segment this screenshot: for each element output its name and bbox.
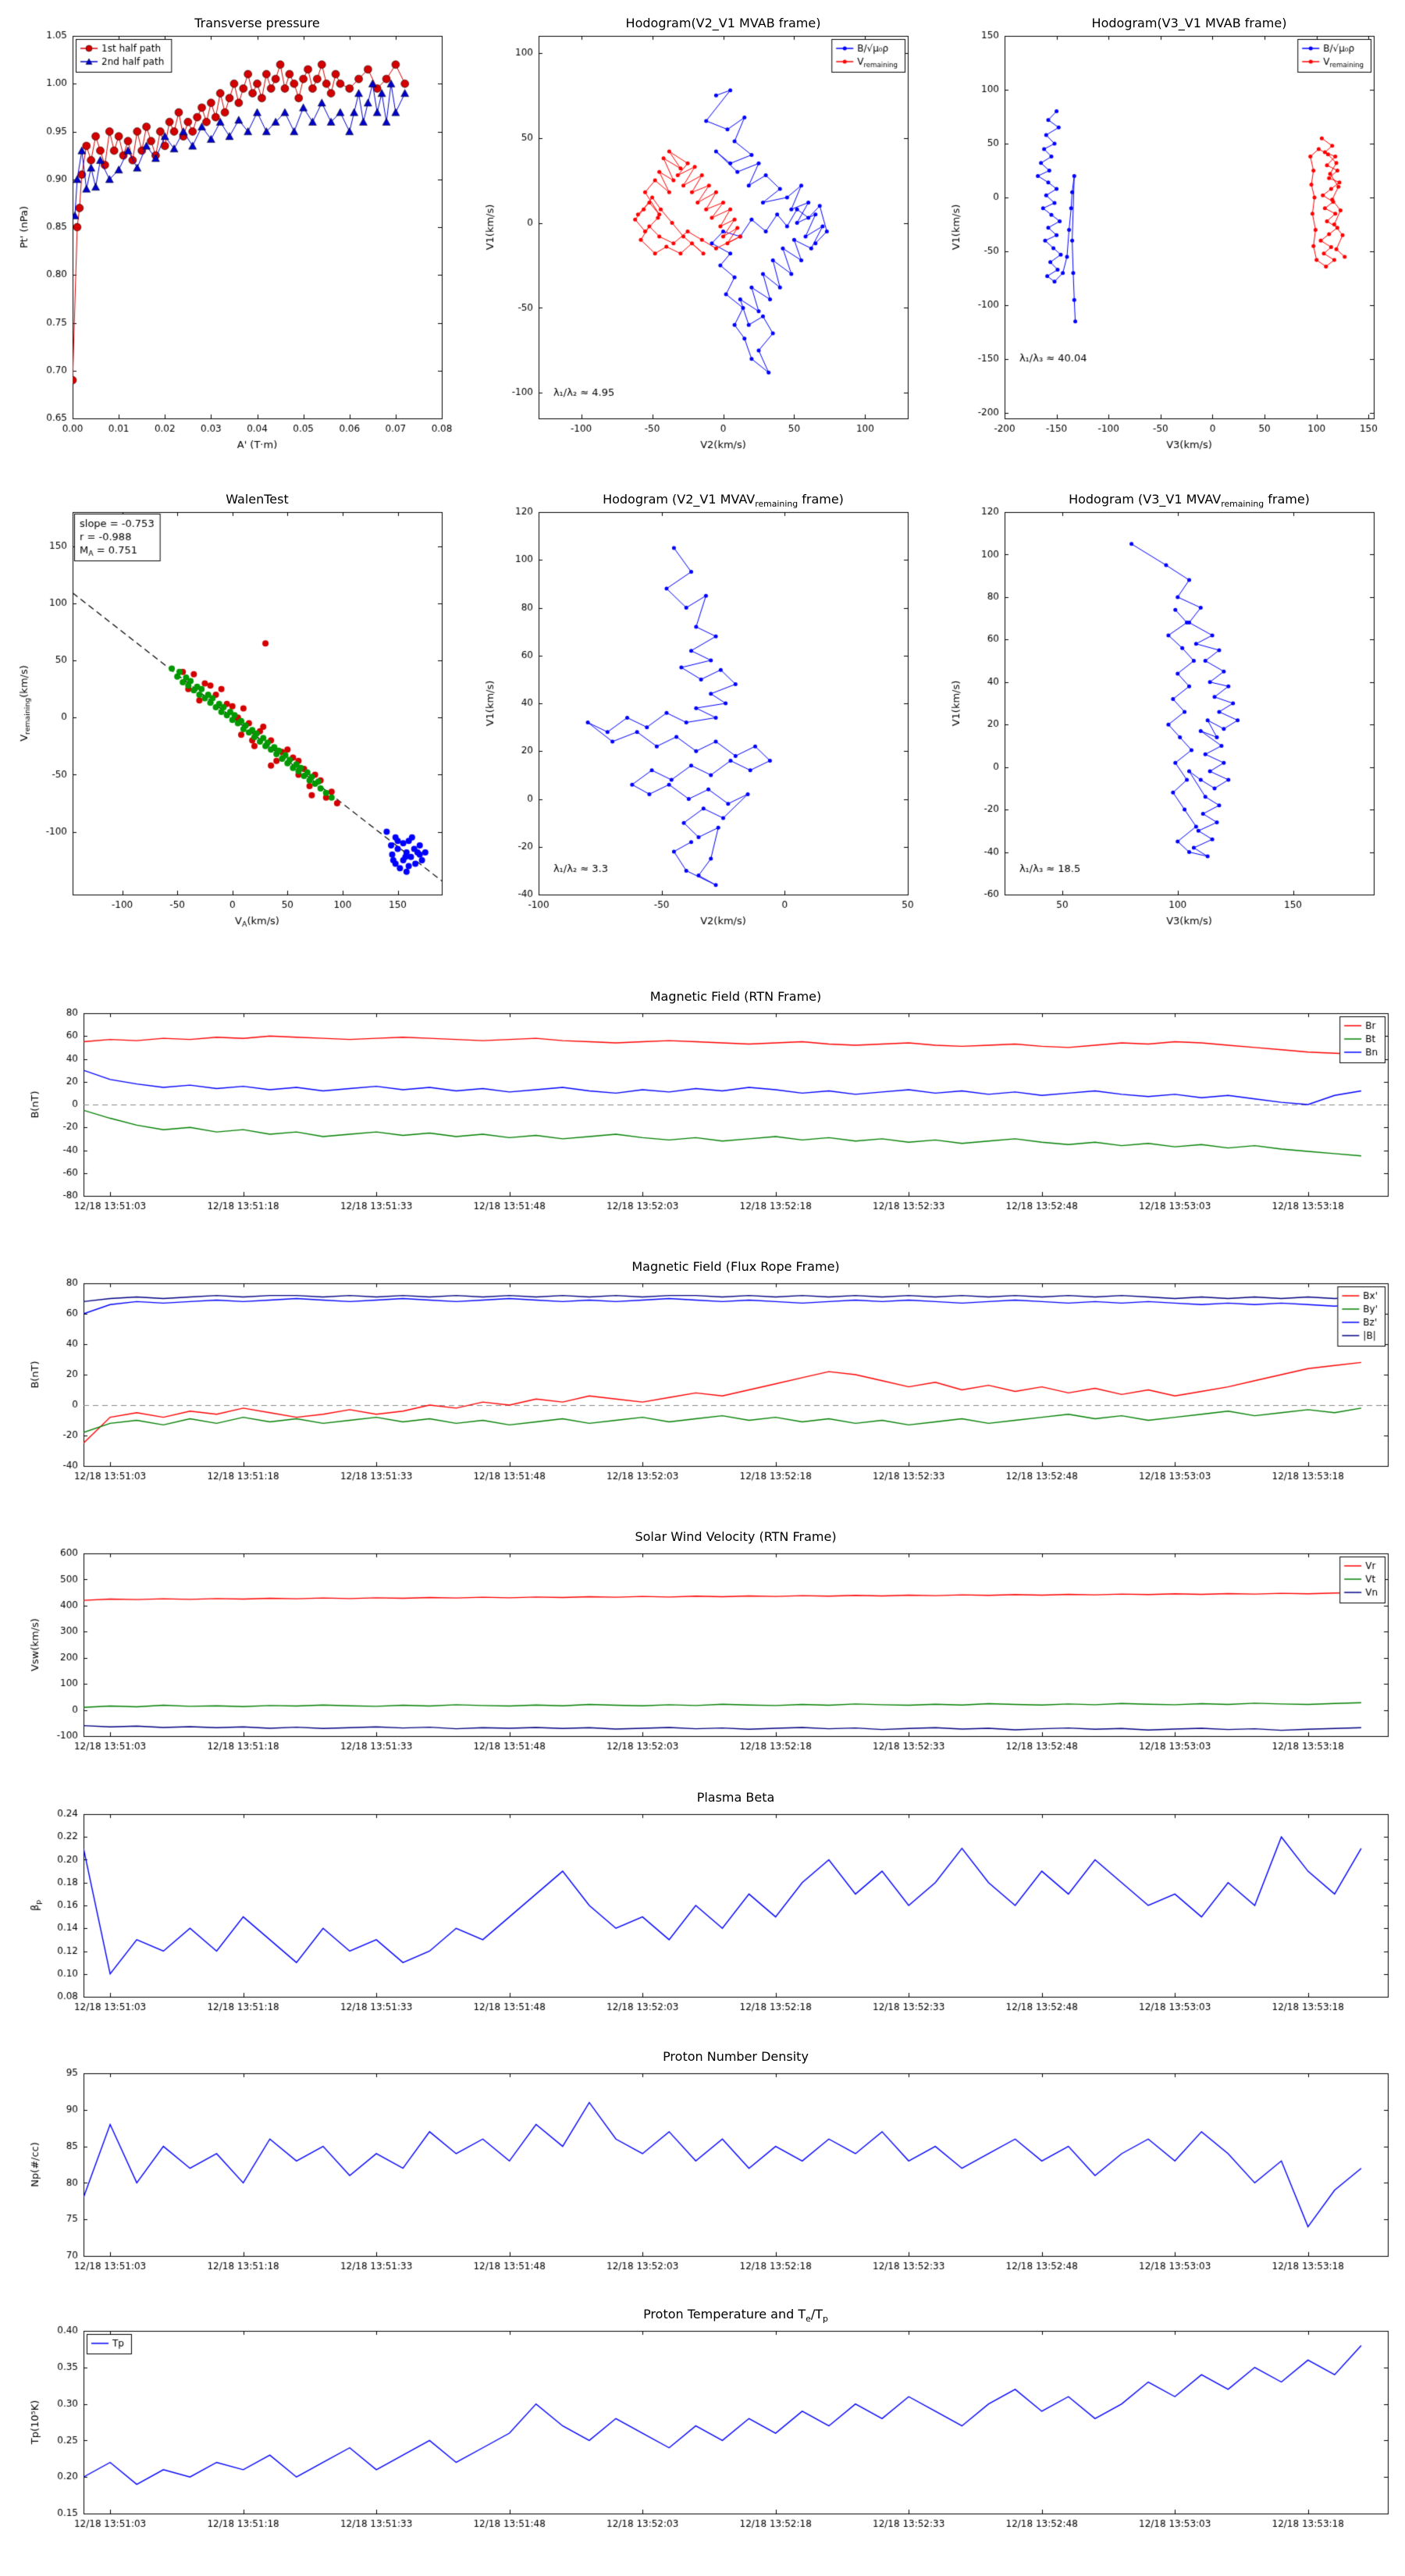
walen-test-plot: WalenTest bbox=[12, 486, 453, 938]
chart-title: Hodogram (V3_V1 MVAVremaining frame) bbox=[1069, 492, 1310, 510]
solar-wind-velocity-plot: Solar Wind Velocity (RTN Frame) bbox=[9, 1525, 1396, 1772]
proton-temperature-plot: Proton Temperature and Te/Tp bbox=[9, 2303, 1396, 2549]
proton-temperature-canvas bbox=[9, 2303, 1396, 2549]
chart-title: Solar Wind Velocity (RTN Frame) bbox=[635, 1529, 837, 1544]
transverse-pressure-canvas bbox=[12, 9, 453, 462]
chart-title: Plasma Beta bbox=[696, 1790, 775, 1805]
proton-number-density-plot: Proton Number Density bbox=[9, 2045, 1396, 2292]
walen-test-canvas bbox=[12, 486, 453, 938]
transverse-pressure-plot: Transverse pressure bbox=[12, 9, 453, 462]
chart-title: WalenTest bbox=[226, 492, 289, 507]
hodogram-v3v1-mvab-canvas bbox=[944, 9, 1385, 462]
magnetic-field-rtn-plot: Magnetic Field (RTN Frame) bbox=[9, 985, 1396, 1232]
hodogram-v3v1-mvav-canvas bbox=[944, 486, 1385, 938]
hodogram-v2v1-mvav-canvas bbox=[478, 486, 919, 938]
magnetic-field-flux-rope-canvas bbox=[9, 1255, 1396, 1502]
hodogram-v2v1-mvab-canvas bbox=[478, 9, 919, 462]
hodogram-v3v1-mvab-plot: Hodogram(V3_V1 MVAB frame) bbox=[944, 9, 1385, 462]
plasma-beta-canvas bbox=[9, 1786, 1396, 2033]
magnetic-field-flux-rope-plot: Magnetic Field (Flux Rope Frame) bbox=[9, 1255, 1396, 1502]
magnetic-field-rtn-canvas bbox=[9, 985, 1396, 1232]
chart-title: Magnetic Field (RTN Frame) bbox=[649, 989, 822, 1004]
hodogram-v2v1-mvav-plot: Hodogram (V2_V1 MVAVremaining frame) bbox=[478, 486, 919, 938]
chart-title: Proton Temperature and Te/Tp bbox=[643, 2307, 828, 2325]
proton-number-density-canvas bbox=[9, 2045, 1396, 2292]
chart-title: Hodogram(V3_V1 MVAB frame) bbox=[1091, 16, 1287, 30]
hodogram-v2v1-mvab-plot: Hodogram(V2_V1 MVAB frame) bbox=[478, 9, 919, 462]
plasma-beta-plot: Plasma Beta bbox=[9, 1786, 1396, 2033]
chart-title: Proton Number Density bbox=[663, 2049, 809, 2064]
chart-title: Hodogram (V2_V1 MVAVremaining frame) bbox=[603, 492, 844, 510]
chart-title: Hodogram(V2_V1 MVAB frame) bbox=[625, 16, 821, 30]
solar-wind-velocity-canvas bbox=[9, 1525, 1396, 1772]
hodogram-v3v1-mvav-plot: Hodogram (V3_V1 MVAVremaining frame) bbox=[944, 486, 1385, 938]
chart-title: Transverse pressure bbox=[194, 16, 320, 30]
chart-title: Magnetic Field (Flux Rope Frame) bbox=[631, 1259, 840, 1274]
